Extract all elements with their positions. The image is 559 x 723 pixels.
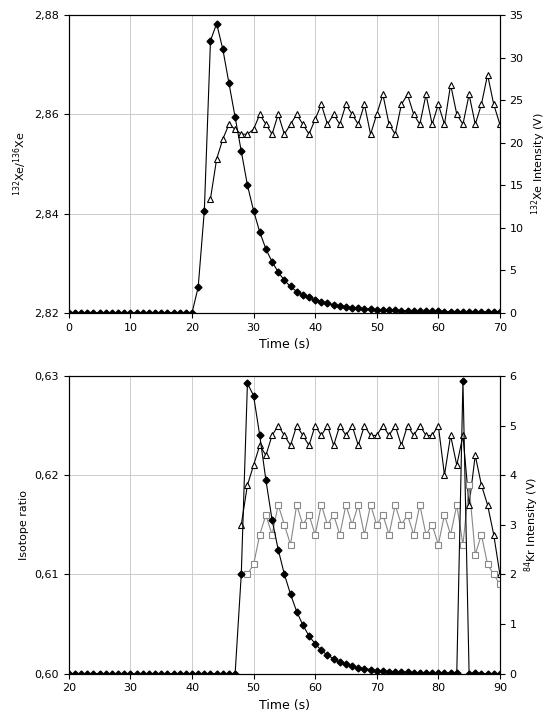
Y-axis label: Isotope ratio: Isotope ratio xyxy=(19,489,29,560)
X-axis label: Time (s): Time (s) xyxy=(259,338,310,351)
Y-axis label: $^{132}$Xe Intensity (V): $^{132}$Xe Intensity (V) xyxy=(529,113,548,215)
Y-axis label: $^{132}$Xe/$^{136}$Xe: $^{132}$Xe/$^{136}$Xe xyxy=(11,132,29,197)
X-axis label: Time (s): Time (s) xyxy=(259,699,310,712)
Y-axis label: $^{84}$Kr Intensity (V): $^{84}$Kr Intensity (V) xyxy=(522,477,541,573)
